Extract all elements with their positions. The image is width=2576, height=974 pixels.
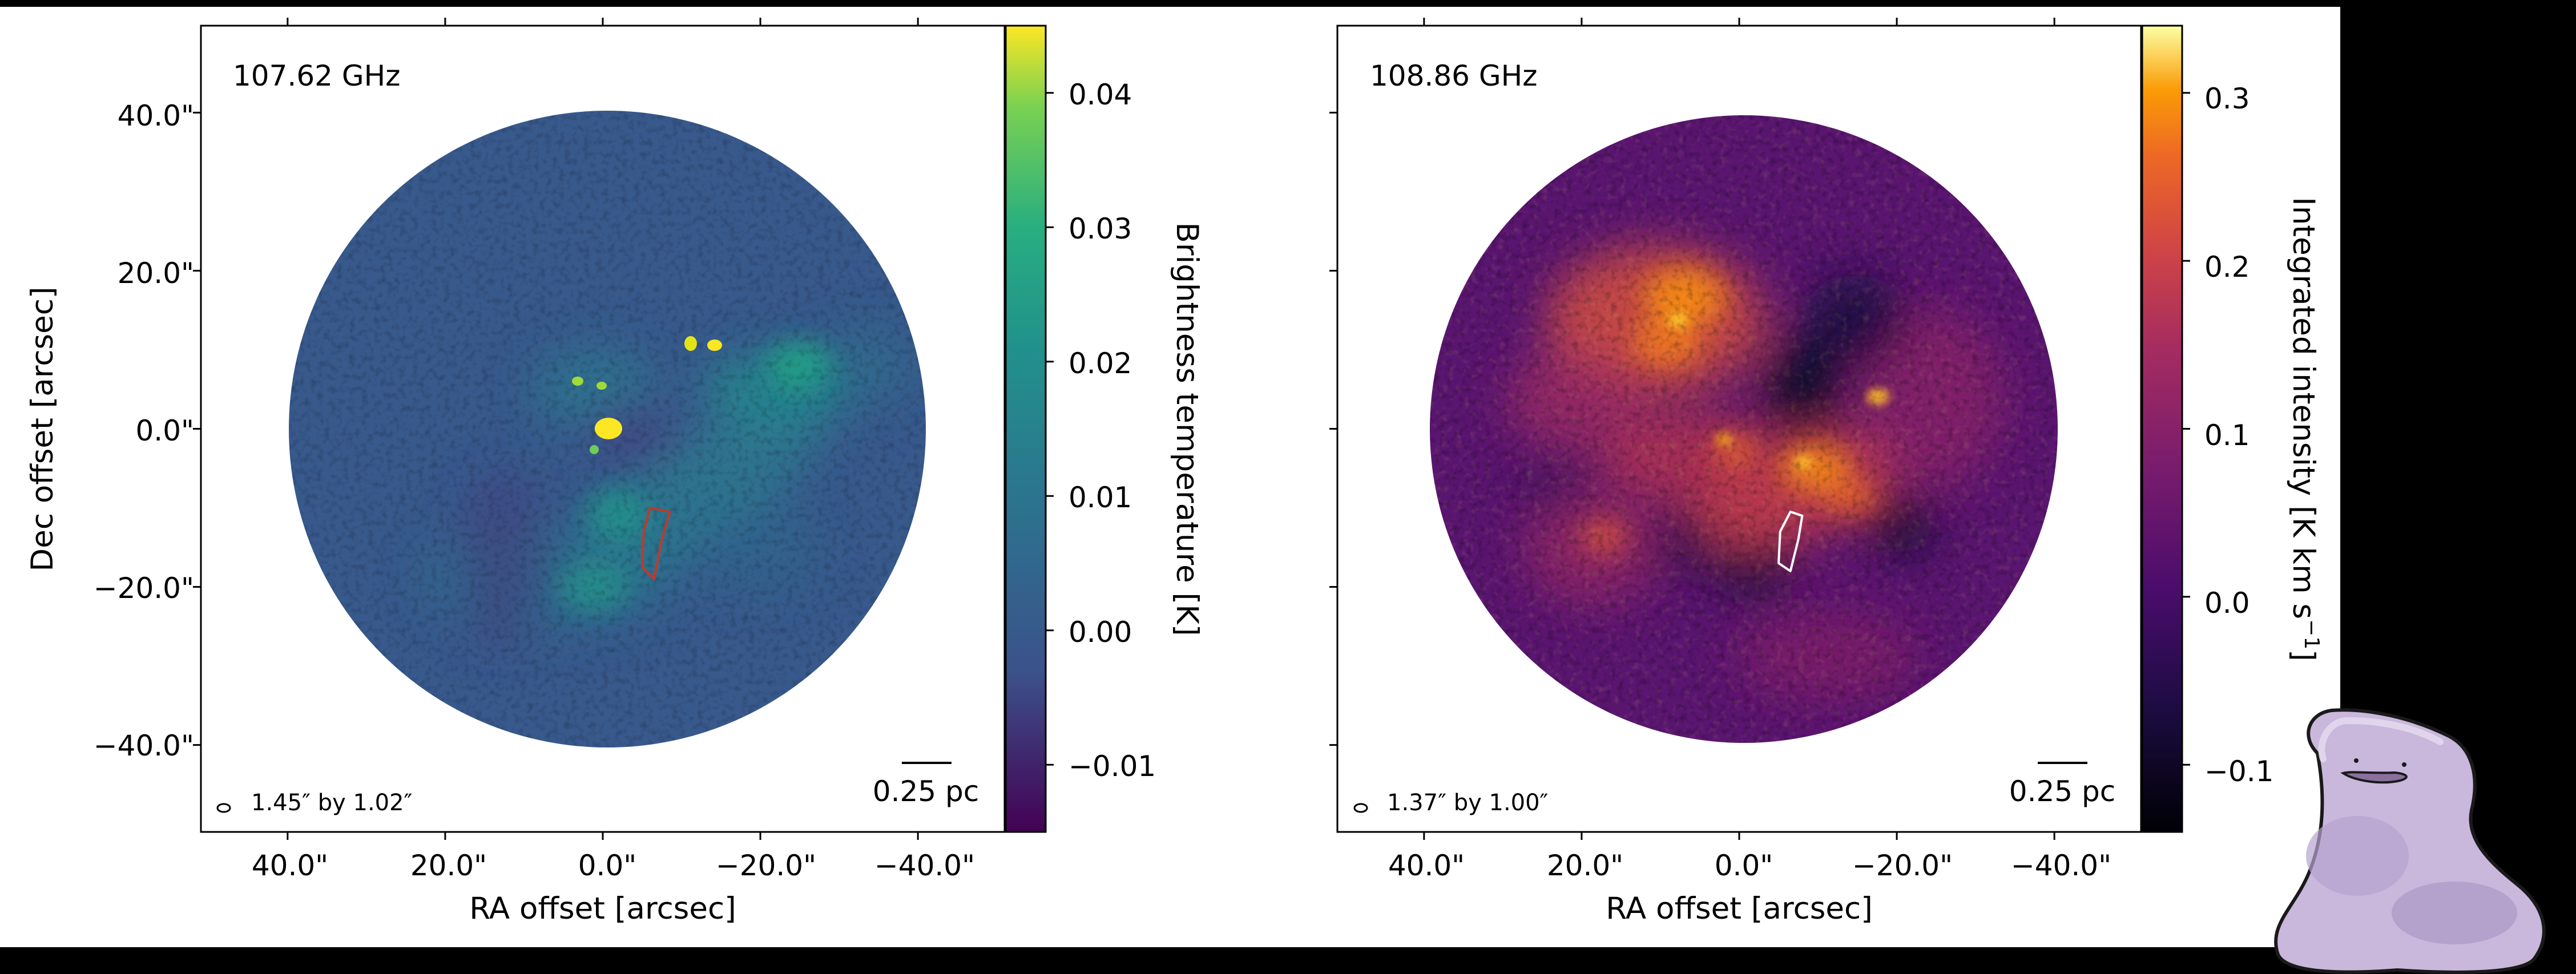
x-tick-label: 40.0" [1388,849,1465,882]
colorbar-ticks-107ghz [1046,92,1054,766]
x-tick-label: 0.0" [578,849,637,882]
panel-108ghz: 40.0" 20.0" 0.0" −20.0" −40.0" RA offset… [1329,18,2323,926]
frequency-label: 108.86 GHz [1370,59,1537,92]
contour-108ghz [1777,510,1804,572]
y-tick-label: −20.0" [94,572,194,605]
colorbar-label: Integrated intensity [K km s−1] [2286,197,2323,661]
colorbar-ticks-108ghz [2182,92,2190,766]
colorbar-tick-label: 0.0 [2204,587,2250,620]
y-tick-label: 0.0" [135,414,194,447]
colorbar-tick-label: 0.02 [1069,347,1132,380]
scale-bar-label: 0.25 pc [873,775,979,808]
beam-ellipse [1353,803,1368,813]
colorbar-tick-label: 0.03 [1069,212,1132,245]
x-tick-label: −40.0" [874,849,975,882]
colorbar-tick-label: 0.1 [2204,419,2250,452]
colorbar-tick-label: 0.3 [2204,82,2250,115]
colorbar-tick-label: 0.00 [1069,616,1132,649]
x-tick-label: −20.0" [716,849,816,882]
scale-bar-label: 0.25 pc [2009,775,2115,808]
bright-sources-107ghz [572,336,722,454]
colorbar-label-close: ] [2286,649,2321,661]
colorbar-tick-label: −0.1 [2204,755,2273,788]
x-tick-label: −40.0" [2011,849,2111,882]
colorbar-label-superscript: −1 [2300,619,2323,649]
colorbar-tick-label: −0.01 [1069,750,1156,783]
beam-label: 1.45″ by 1.02″ [251,790,413,816]
colorbar-tick-label: 0.01 [1069,481,1132,514]
x-axis-label: RA offset [arcsec] [1606,891,1873,926]
colorbar-label: Brightness temperature [K] [1170,222,1204,636]
ticks-107ghz [193,18,919,840]
colorbar-label-main: Integrated intensity [K km s [2286,197,2321,619]
panel-107ghz: 40.0" 20.0" 0.0" −20.0" −40.0" 40.0" 20.… [25,18,1204,926]
x-axis-label: RA offset [arcsec] [469,891,736,926]
x-tick-label: 20.0" [1547,849,1623,882]
beam-label: 1.37″ by 1.00″ [1387,790,1549,816]
colorbar-107ghz [1005,25,1047,833]
y-axis-label: Dec offset [arcsec] [25,286,60,571]
emission-map-107ghz [289,111,926,747]
x-tick-label: 20.0" [410,849,487,882]
colorbar-108ghz [2141,25,2183,833]
contour-107ghz [641,507,671,580]
y-tick-label: 40.0" [118,99,194,132]
ticks-108ghz [1329,18,2055,840]
y-tick-label: 20.0" [118,257,194,290]
frequency-label: 107.62 GHz [233,59,400,92]
blob-character-icon [2274,708,2546,974]
y-tick-label: −40.0" [94,729,194,762]
x-tick-label: −20.0" [1852,849,1953,882]
x-tick-label: 40.0" [252,849,328,882]
colorbar-tick-label: 0.2 [2204,250,2250,284]
colorbar-tick-label: 0.04 [1069,78,1132,111]
beam-ellipse [216,803,231,813]
x-tick-label: 0.0" [1715,849,1773,882]
emission-map-108ghz [1430,115,2058,743]
